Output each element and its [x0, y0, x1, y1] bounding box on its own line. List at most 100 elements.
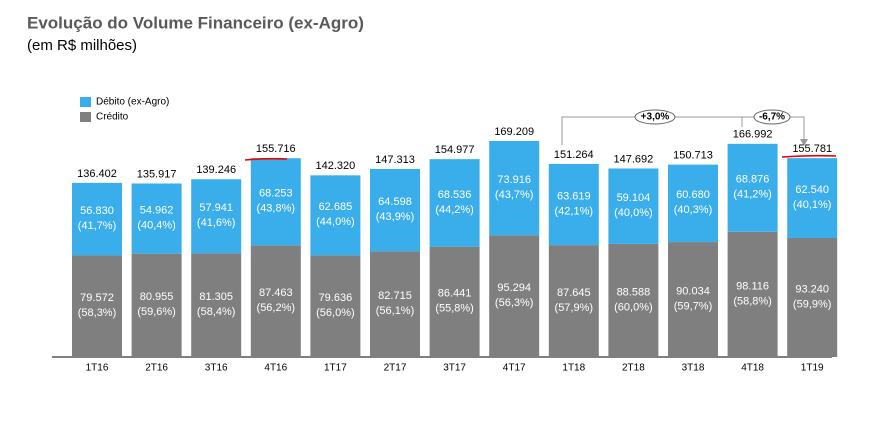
value-label: 68.253 — [259, 188, 293, 200]
total-label: 136.402 — [77, 168, 117, 180]
annotation-oval — [753, 109, 791, 125]
value-label: 56.830 — [80, 205, 114, 217]
share-label: (58,8%) — [733, 295, 772, 307]
total-label: 154.977 — [435, 144, 475, 156]
x-tick-label: 3T16 — [205, 363, 228, 374]
share-label: (40,0%) — [614, 207, 653, 219]
value-label: 64.598 — [378, 196, 412, 208]
bar-segment — [489, 140, 540, 236]
x-tick-label: 2T18 — [622, 363, 645, 374]
bar-segment — [72, 182, 122, 256]
bar-segment — [370, 168, 420, 252]
value-label: 62.685 — [319, 201, 353, 213]
share-label: (43,7%) — [495, 189, 534, 201]
share-label: (56,0%) — [316, 307, 355, 319]
value-label: 59.104 — [617, 192, 651, 204]
share-label: (40,1%) — [793, 199, 832, 211]
bar-segment — [608, 168, 659, 244]
total-label: 151.264 — [554, 149, 594, 161]
total-label: 147.692 — [614, 153, 654, 165]
bar-segment — [131, 253, 182, 357]
bar-segment — [668, 242, 718, 357]
share-label: (59,7%) — [674, 300, 713, 312]
x-tick-label: 4T16 — [264, 363, 287, 374]
legend-label: Crédito — [96, 112, 129, 123]
value-label: 57.941 — [199, 202, 233, 214]
bar-segment — [787, 158, 838, 238]
bar-segment — [489, 235, 540, 357]
bar-segment — [548, 163, 599, 246]
x-tick-label: 4T18 — [741, 363, 764, 374]
total-label: 139.246 — [196, 164, 236, 176]
arrow-head — [800, 139, 808, 146]
bar-segment — [250, 245, 301, 357]
share-label: (44,2%) — [435, 204, 474, 216]
value-label: 86.441 — [438, 288, 472, 300]
total-label: 169.209 — [494, 126, 534, 138]
bar-segment — [548, 245, 599, 357]
annotation-oval — [634, 109, 676, 125]
bar-segment — [787, 237, 838, 357]
value-label: 68.536 — [438, 189, 472, 201]
share-label: (58,3%) — [78, 307, 117, 319]
value-label: 54.962 — [140, 204, 174, 216]
value-label: 95.294 — [497, 282, 531, 294]
bar-segment — [727, 143, 778, 232]
total-label: 155.716 — [256, 143, 296, 155]
value-label: 79.572 — [80, 292, 114, 304]
share-label: (59,6%) — [137, 306, 176, 318]
value-label: 60.680 — [676, 189, 710, 201]
x-tick-label: 1T18 — [562, 363, 585, 374]
bar-segment — [191, 179, 242, 254]
annotation: +3,0% — [641, 112, 670, 123]
value-label: 93.240 — [795, 283, 829, 295]
value-label: 62.540 — [795, 184, 829, 196]
value-label: 87.463 — [259, 287, 293, 299]
bar-segment — [72, 255, 122, 357]
highlight-line — [244, 157, 288, 161]
x-tick-label: 4T17 — [503, 363, 526, 374]
legend-label: Débito (ex-Agro) — [96, 97, 169, 108]
x-tick-label: 1T16 — [86, 363, 109, 374]
total-label: 155.781 — [792, 143, 832, 155]
x-tick-label: 3T17 — [443, 363, 466, 374]
bar-segment — [727, 231, 778, 357]
share-label: (41,7%) — [78, 220, 117, 232]
value-label: 81.305 — [199, 291, 233, 303]
bar-segment — [191, 253, 242, 357]
highlight-line — [781, 154, 837, 158]
value-label: 80.955 — [140, 291, 174, 303]
share-label: (59,9%) — [793, 298, 832, 310]
x-tick-label: 3T18 — [682, 363, 705, 374]
chart-title: Evolução do Volume Financeiro (ex-Agro) — [27, 13, 364, 32]
share-label: (40,3%) — [674, 204, 713, 216]
value-label: 87.645 — [557, 287, 591, 299]
value-label: 82.715 — [378, 290, 412, 302]
bar-segment — [608, 243, 659, 357]
x-tick-label: 1T17 — [324, 363, 347, 374]
total-label: 142.320 — [316, 160, 356, 172]
chart-subtitle: (em R$ milhões) — [27, 37, 137, 54]
bar-segment — [250, 158, 301, 246]
share-label: (55,8%) — [435, 303, 474, 315]
value-label: 79.636 — [319, 292, 353, 304]
bar-segment — [310, 175, 361, 256]
total-label: 166.992 — [733, 129, 773, 141]
share-label: (56,1%) — [376, 305, 415, 317]
share-label: (40,4%) — [137, 219, 176, 231]
bar-segment — [429, 246, 480, 357]
share-label: (43,9%) — [376, 211, 415, 223]
bar-segment — [370, 251, 420, 357]
value-label: 73.916 — [497, 174, 531, 186]
legend-swatch — [80, 112, 91, 122]
share-label: (43,8%) — [257, 203, 296, 215]
bar-segment — [429, 159, 480, 247]
bar-segment — [131, 183, 182, 254]
share-label: (58,4%) — [197, 306, 236, 318]
x-tick-label: 2T16 — [145, 363, 168, 374]
value-label: 68.876 — [736, 174, 770, 186]
total-label: 147.313 — [375, 154, 415, 166]
bar-segment — [310, 255, 361, 357]
share-label: (41,2%) — [733, 189, 772, 201]
